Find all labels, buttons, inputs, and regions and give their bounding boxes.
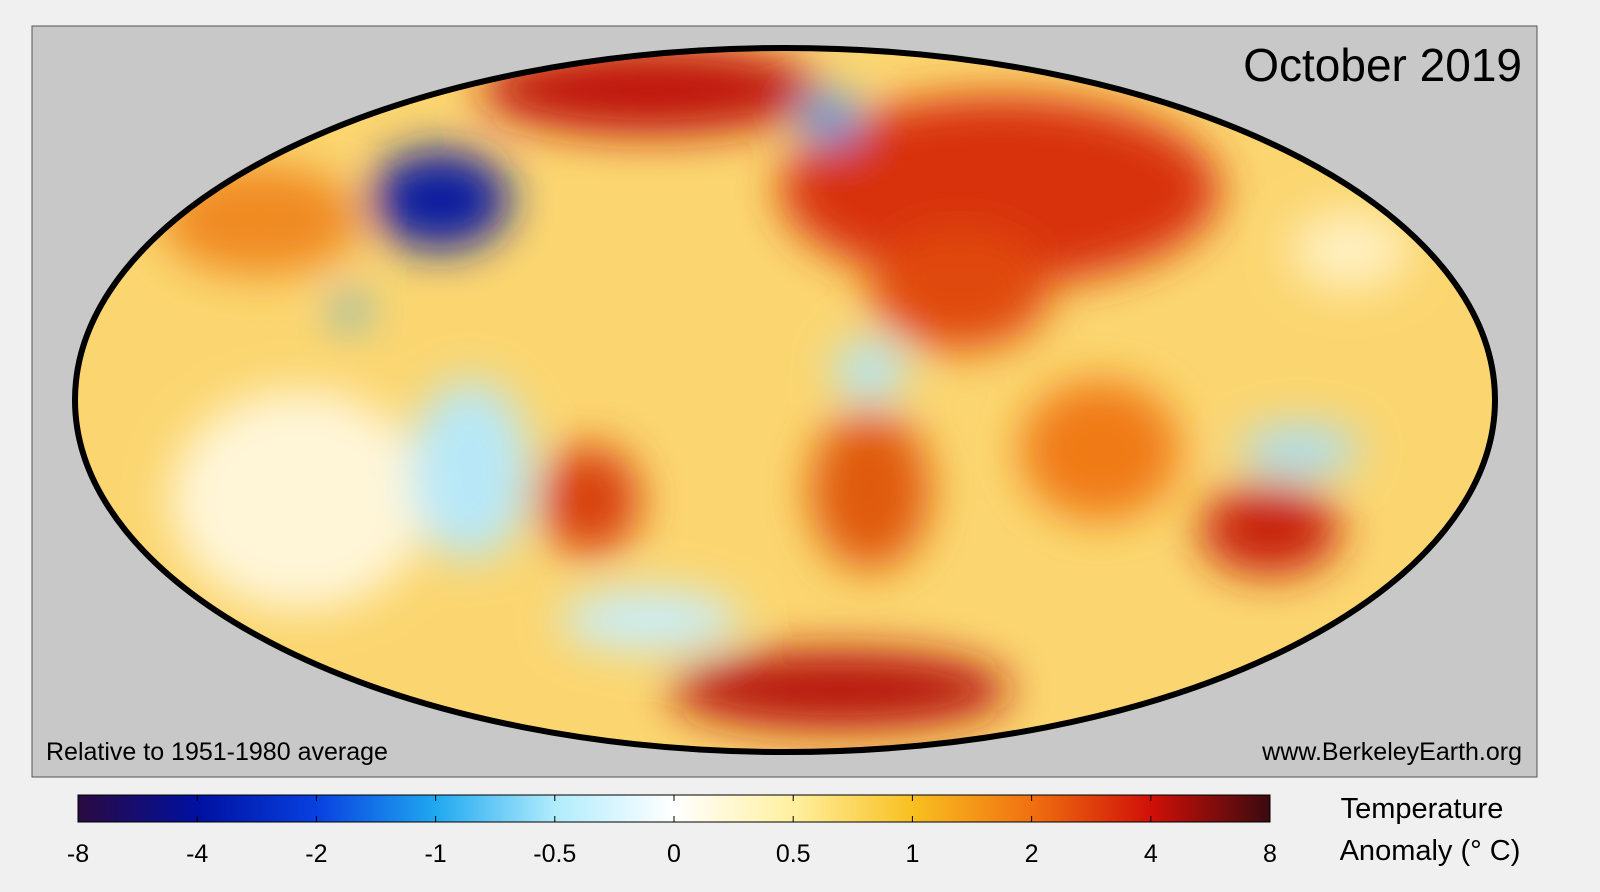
colorbar-tick-label: -0.5 xyxy=(533,840,576,868)
legend-title: Temperature xyxy=(1341,793,1504,825)
colorbar-tick-label: 0.5 xyxy=(776,840,811,868)
baseline-note: Relative to 1951-1980 average xyxy=(46,738,388,766)
colorbar-tick-label: -1 xyxy=(424,840,446,868)
colorbar-tick-label: 0 xyxy=(667,840,681,868)
colorbar-tick-label: 1 xyxy=(905,840,919,868)
source-credit: www.BerkeleyEarth.org xyxy=(1261,738,1522,766)
colorbar-tick-label: 4 xyxy=(1144,840,1158,868)
colorbar-tick-label: 2 xyxy=(1025,840,1039,868)
colorbar-tick-label: 8 xyxy=(1263,840,1277,868)
globe-outline xyxy=(72,45,1498,755)
colorbar-tick-label: -4 xyxy=(186,840,208,868)
colorbar-tick-label: -2 xyxy=(305,840,327,868)
map-title: October 2019 xyxy=(1243,39,1522,91)
legend-title: Anomaly (° C) xyxy=(1340,835,1521,867)
globe xyxy=(75,48,1495,752)
colorbar-tick-label: -8 xyxy=(67,840,89,868)
